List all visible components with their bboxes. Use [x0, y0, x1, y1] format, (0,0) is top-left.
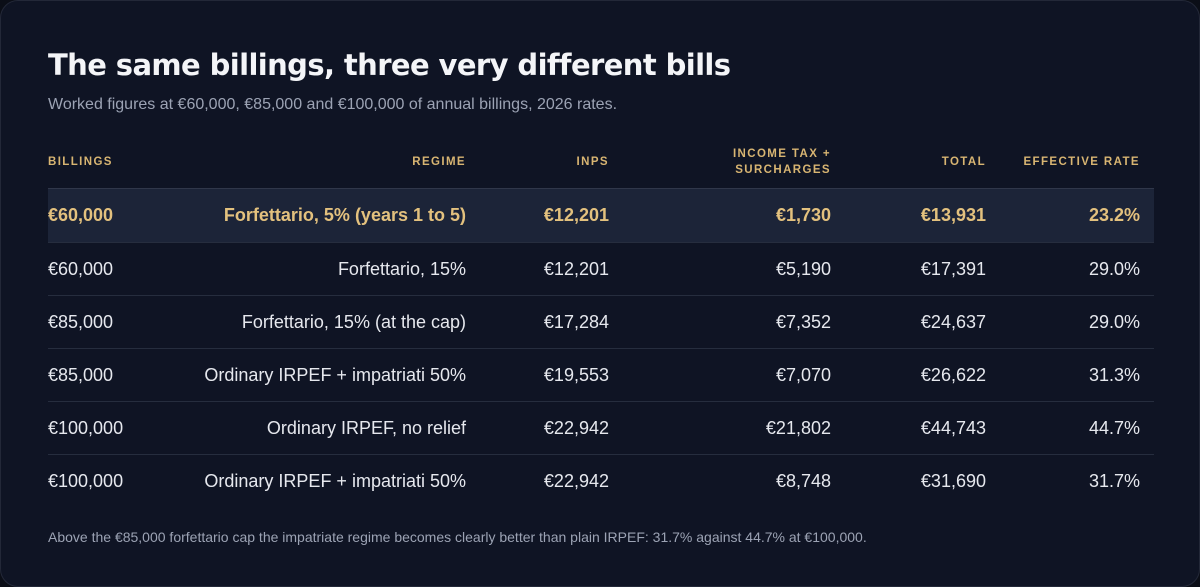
table-row: €85,000 Forfettario, 15% (at the cap) €1…: [48, 295, 1154, 349]
cell-income-tax: €8,748: [775, 470, 831, 491]
cell-effective-rate: 44.7%: [986, 401, 1154, 455]
cell-income-tax: €5,190: [609, 242, 831, 296]
cell-effective-rate: 29.0%: [986, 242, 1154, 296]
table-row: €100,000 Ordinary IRPEF, no relief €22,9…: [48, 401, 1154, 455]
table-body: €60,000 Forfettario, 5% (years 1 to 5) €…: [48, 188, 1154, 508]
cell-total: €24,637: [831, 295, 986, 349]
table-row: €60,000 Forfettario, 15% €12,201 €5,190 …: [48, 242, 1154, 296]
table-row: €85,000 Ordinary IRPEF + impatriati 50% …: [48, 348, 1154, 402]
cell-total: €31,690: [920, 470, 986, 491]
table-row: €100,000 Ordinary IRPEF + impatriati 50%…: [48, 455, 1154, 508]
cell-billings: €100,000: [48, 470, 124, 491]
cell-regime: Forfettario, 15% (at the cap): [178, 295, 466, 349]
header-income-tax: INCOME TAX + SURCHARGES: [609, 135, 831, 189]
cell-effective-rate: 31.7%: [1088, 470, 1140, 491]
header-total: TOTAL: [831, 135, 986, 189]
cell-effective-rate: 29.0%: [986, 295, 1154, 349]
cell-inps: €22,942: [543, 470, 609, 491]
cell-inps: €22,942: [466, 401, 609, 455]
cell-regime: Forfettario, 5% (years 1 to 5): [178, 188, 466, 243]
cell-total: €17,391: [831, 242, 986, 296]
cell-income-tax: €7,352: [609, 295, 831, 349]
cell-billings: €85,000: [48, 348, 178, 402]
cell-regime: Ordinary IRPEF + impatriati 50%: [204, 470, 466, 491]
cell-regime: Ordinary IRPEF + impatriati 50%: [178, 348, 466, 402]
cell-total: €26,622: [831, 348, 986, 402]
page-title: The same billings, three very different …: [48, 48, 731, 82]
cell-total: €13,931: [831, 188, 986, 243]
cell-income-tax: €1,730: [609, 188, 831, 243]
cell-billings: €85,000: [48, 295, 178, 349]
cell-billings: €60,000: [48, 242, 178, 296]
footnote: Above the €85,000 forfettario cap the im…: [48, 529, 867, 545]
header-inps: INPS: [466, 135, 609, 189]
header-effective-rate: EFFECTIVE RATE: [986, 135, 1154, 189]
header-billings: BILLINGS: [48, 135, 178, 189]
cell-inps: €19,553: [466, 348, 609, 402]
cell-billings: €60,000: [48, 188, 178, 243]
cell-income-tax: €21,802: [609, 401, 831, 455]
cell-effective-rate: 23.2%: [986, 188, 1154, 243]
cell-regime: Forfettario, 15%: [178, 242, 466, 296]
header-row: BILLINGS REGIME INPS INCOME TAX + SURCHAR…: [48, 135, 1154, 189]
cell-regime: Ordinary IRPEF, no relief: [178, 401, 466, 455]
header-regime: REGIME: [178, 135, 466, 189]
header-income-tax-line2: SURCHARGES: [735, 163, 831, 176]
cell-effective-rate: 31.3%: [986, 348, 1154, 402]
cell-inps: €12,201: [466, 188, 609, 243]
page-subtitle: Worked figures at €60,000, €85,000 and €…: [48, 96, 618, 113]
cell-income-tax: €7,070: [609, 348, 831, 402]
cell-inps: €12,201: [466, 242, 609, 296]
cell-billings: €100,000: [48, 401, 178, 455]
header-income-tax-line1: INCOME TAX +: [732, 147, 831, 160]
cell-inps: €17,284: [466, 295, 609, 349]
table-row-highlighted: €60,000 Forfettario, 5% (years 1 to 5) €…: [48, 188, 1154, 243]
table-header: BILLINGS REGIME INPS INCOME TAX + SURCHAR…: [48, 135, 1154, 189]
cell-total: €44,743: [831, 401, 986, 455]
comparison-table: BILLINGS REGIME INPS INCOME TAX + SURCHAR…: [48, 135, 1154, 507]
